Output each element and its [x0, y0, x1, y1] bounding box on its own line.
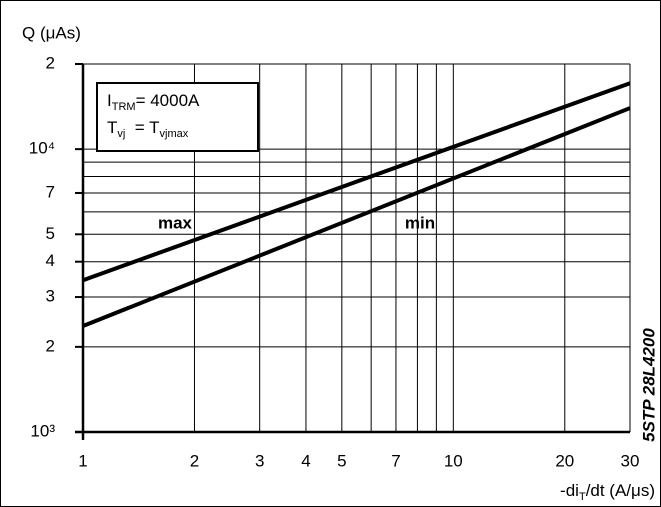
chart-title: Q (μAs) — [22, 23, 81, 42]
series-line — [82, 81, 631, 283]
legend-text-part: I — [107, 91, 112, 110]
x-tick-label: 2 — [190, 451, 199, 470]
x-tick-label: 5 — [337, 451, 346, 470]
series-label: max — [158, 213, 193, 232]
side-note: 5STP 28L4200 — [639, 328, 658, 442]
legend-text-part: = 4000A — [136, 91, 200, 110]
legend-text-part: vjmax — [160, 128, 189, 140]
legend-text-part: T — [107, 118, 117, 137]
series-line — [82, 106, 631, 328]
x-axis-label-part: -di — [560, 481, 579, 500]
x-tick-label: 3 — [255, 451, 264, 470]
legend-text-part: TRM — [112, 101, 136, 113]
legend-text-part: vj — [117, 128, 125, 140]
legend-box — [96, 82, 259, 152]
legend-text: Tvj = Tvjmax — [107, 118, 189, 139]
x-tick-label: 7 — [391, 451, 400, 470]
series-label: min — [405, 213, 435, 232]
y-tick-label: 10⁴ — [29, 139, 55, 158]
y-tick-label: 5 — [46, 224, 55, 243]
y-tick-label: 3 — [46, 287, 55, 306]
y-tick-label: 7 — [46, 182, 55, 201]
legend-text: ITRM= 4000A — [107, 91, 200, 112]
y-tick-label: 4 — [46, 251, 55, 270]
y-tick-label: 10³ — [30, 421, 55, 440]
x-tick-label: 1 — [78, 451, 87, 470]
x-tick-label: 30 — [621, 451, 640, 470]
x-axis-label-part: T — [579, 491, 586, 503]
x-tick-label: 4 — [301, 451, 310, 470]
y-tick-label: 2 — [46, 336, 55, 355]
x-tick-label: 10 — [444, 451, 463, 470]
x-axis-label: -diT/dt (A/μs) — [560, 481, 655, 502]
x-tick-label: 20 — [555, 451, 574, 470]
legend-text-part: = T — [125, 118, 159, 137]
y-tick-label: 2 — [46, 53, 55, 72]
x-axis-label-part: /dt (A/μs) — [586, 481, 655, 500]
